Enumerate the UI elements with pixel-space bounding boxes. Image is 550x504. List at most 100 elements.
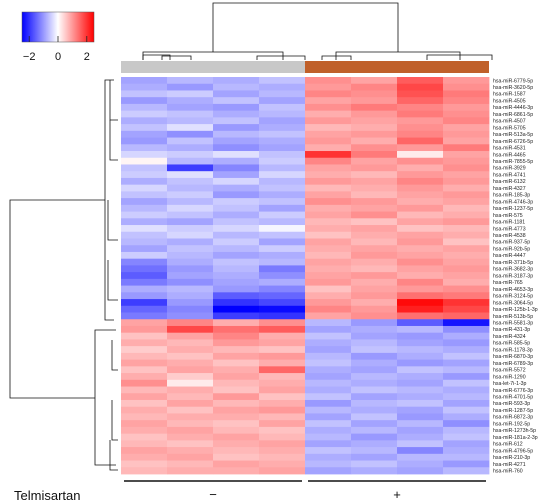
heatmap-cell <box>397 339 444 347</box>
heatmap-cell <box>167 245 214 253</box>
heatmap-cell <box>443 299 490 307</box>
heatmap-cell <box>397 225 444 233</box>
heatmap-cell <box>351 352 398 361</box>
heatmap-cell <box>443 258 490 266</box>
heatmap-cell <box>213 453 260 461</box>
heatmap-cell <box>351 77 398 85</box>
heatmap-cell <box>351 285 398 293</box>
heatmap-cell <box>351 245 398 253</box>
heatmap-cell <box>167 198 214 206</box>
heatmap-cell <box>351 319 398 327</box>
heatmap-cell <box>167 278 214 286</box>
heatmap-cell <box>443 346 490 354</box>
heatmap-cell <box>121 157 168 165</box>
heatmap-cell <box>351 379 398 387</box>
heatmap-cell <box>397 332 444 340</box>
heatmap-cell <box>121 352 168 361</box>
row-label: hsa-miR-585-5p <box>493 341 530 347</box>
heatmap-cell <box>259 420 306 428</box>
color-scale: −2 0 2 <box>21 11 95 63</box>
row-label: hsa-miR-4446-3p <box>493 105 533 111</box>
heatmap-cell <box>305 433 352 441</box>
heatmap-cell <box>167 346 214 354</box>
heatmap-cell <box>213 332 260 340</box>
heatmap-cell <box>259 225 306 233</box>
heatmap-cell <box>443 177 490 186</box>
heatmap-cell <box>167 171 214 179</box>
heatmap-cell <box>121 238 168 246</box>
heatmap-cell <box>397 325 444 334</box>
heatmap-cell <box>213 245 260 253</box>
heatmap-cell <box>305 373 352 381</box>
heatmap-cell <box>305 339 352 347</box>
heatmap-cell <box>121 137 168 145</box>
row-label: hsa-miR-431-3p <box>493 327 530 333</box>
heatmap-cell <box>213 164 260 172</box>
heatmap-cell <box>213 312 260 320</box>
heatmap-cell <box>167 191 214 199</box>
heatmap-cell <box>121 299 168 307</box>
heatmap-cell <box>305 319 352 327</box>
heatmap-cell <box>213 325 260 334</box>
heatmap-cell <box>121 373 168 381</box>
heatmap-cell <box>397 164 444 172</box>
heatmap-cell <box>121 272 168 280</box>
heatmap-cell <box>259 265 306 273</box>
heatmap-cell <box>213 251 260 260</box>
heatmap-cell <box>259 103 306 112</box>
row-label: hsa-miR-4327 <box>493 186 526 192</box>
row-label: hsa-miR-6776-3p <box>493 388 533 394</box>
heatmap-cell <box>121 366 168 374</box>
heatmap-cell <box>397 440 444 448</box>
row-label: hsa-miR-1287-5p <box>493 408 533 414</box>
heatmap-cell <box>259 299 306 307</box>
heatmap-cell <box>121 258 168 266</box>
heatmap-cell <box>397 272 444 280</box>
heatmap-cell <box>121 110 168 118</box>
heatmap-cell <box>167 97 214 105</box>
heatmap-cell <box>259 77 306 85</box>
row-label: hsa-miR-513a-5p <box>493 132 533 138</box>
heatmap-cell <box>351 97 398 105</box>
heatmap-cell <box>121 332 168 340</box>
heatmap-cell <box>259 312 306 320</box>
heatmap-cell <box>167 137 214 145</box>
heatmap-cell <box>259 346 306 354</box>
row-label: hsa-miR-4538 <box>493 233 526 239</box>
heatmap-cell <box>305 265 352 273</box>
heatmap-cell <box>259 151 306 159</box>
heatmap-cell <box>213 406 260 414</box>
heatmap-cell <box>167 285 214 293</box>
heatmap-cell <box>121 393 168 401</box>
heatmap-cell <box>351 359 398 367</box>
heatmap-cell <box>397 265 444 273</box>
heatmap-cell <box>443 164 490 172</box>
heatmap-cell <box>351 265 398 273</box>
heatmap-cells <box>121 77 490 475</box>
row-label: hsa-miR-765 <box>493 280 523 286</box>
heatmap-cell <box>121 204 168 212</box>
heatmap-cell <box>259 251 306 260</box>
heatmap-cell <box>121 103 168 112</box>
heatmap-cell <box>397 184 444 192</box>
heatmap-cell <box>397 299 444 307</box>
row-label: hsa-miR-6870-3p <box>493 354 533 360</box>
heatmap-cell <box>167 231 214 239</box>
heatmap-cell <box>443 413 490 421</box>
heatmap-cell <box>121 285 168 293</box>
heatmap-cell <box>213 83 260 91</box>
heatmap-cell <box>443 433 490 441</box>
group-minus-label: − <box>209 487 217 502</box>
heatmap-cell <box>305 151 352 159</box>
heatmap-cell <box>443 285 490 293</box>
heatmap-cell <box>213 258 260 266</box>
row-label: hsa-miR-6789-3p <box>493 361 533 367</box>
heatmap-cell <box>121 440 168 448</box>
row-label: hsa-miR-760 <box>493 469 523 475</box>
heatmap-cell <box>443 325 490 334</box>
heatmap-cell <box>167 467 214 475</box>
heatmap-cell <box>397 130 444 138</box>
heatmap-cell <box>121 420 168 428</box>
heatmap-cell <box>443 144 490 152</box>
heatmap-cell <box>121 164 168 172</box>
